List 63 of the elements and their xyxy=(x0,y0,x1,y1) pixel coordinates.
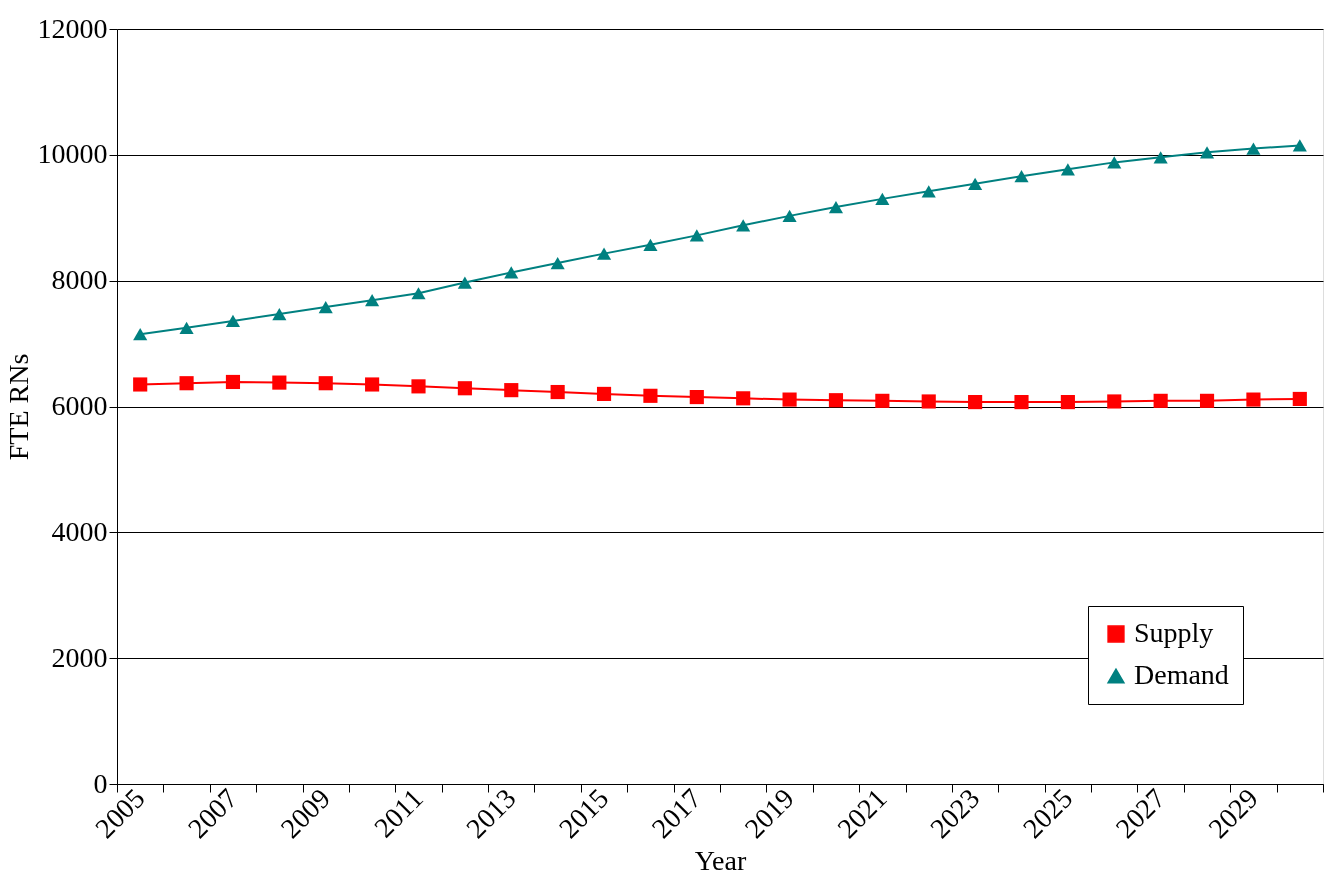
point xyxy=(643,388,658,403)
point xyxy=(133,328,148,341)
point xyxy=(550,256,565,270)
point xyxy=(1014,170,1029,183)
point xyxy=(1153,393,1168,408)
point xyxy=(828,393,844,408)
point xyxy=(318,300,333,314)
x-tick-label: 2011 xyxy=(368,782,429,844)
point xyxy=(689,229,704,242)
point xyxy=(921,185,936,198)
point xyxy=(550,384,565,400)
point xyxy=(504,266,519,279)
point xyxy=(1292,139,1307,152)
x-axis-title: Year xyxy=(694,845,747,876)
point xyxy=(457,276,472,289)
point xyxy=(921,394,936,409)
point xyxy=(1060,395,1075,410)
y-tick-label: 8000 xyxy=(51,264,108,296)
point xyxy=(1107,394,1122,409)
point xyxy=(596,247,612,260)
point xyxy=(411,379,426,394)
y-tick-label: 4000 xyxy=(51,515,108,547)
point xyxy=(1107,156,1122,169)
y-axis-title: FTE RNs xyxy=(2,353,34,461)
point xyxy=(457,381,472,396)
point xyxy=(1292,391,1307,407)
point xyxy=(365,294,380,307)
point xyxy=(318,376,333,391)
point xyxy=(782,209,797,222)
point xyxy=(689,389,704,405)
point xyxy=(133,377,148,392)
point xyxy=(1060,163,1075,176)
point xyxy=(1153,151,1168,164)
point xyxy=(1246,392,1261,407)
y-tick-label: 2000 xyxy=(51,641,108,673)
point xyxy=(968,395,983,410)
y-tick-label: 6000 xyxy=(51,390,108,421)
point xyxy=(643,238,658,251)
y-tick-label: 10000 xyxy=(37,138,108,170)
point xyxy=(968,177,983,190)
point xyxy=(225,374,241,390)
point xyxy=(504,383,519,398)
point xyxy=(411,287,426,300)
point xyxy=(1199,146,1215,159)
point xyxy=(782,392,797,407)
point xyxy=(828,200,844,214)
point xyxy=(736,391,751,406)
point xyxy=(875,393,890,408)
point xyxy=(225,314,241,328)
point xyxy=(596,386,612,401)
legend-label: Demand xyxy=(1134,659,1229,690)
point xyxy=(875,192,890,205)
point xyxy=(365,377,380,392)
point xyxy=(1199,393,1215,408)
point xyxy=(272,307,287,321)
point xyxy=(272,375,287,390)
point xyxy=(179,321,194,334)
point xyxy=(1014,395,1029,410)
legend-label: Supply xyxy=(1134,617,1214,648)
point xyxy=(736,219,751,232)
point xyxy=(1246,142,1261,155)
point xyxy=(179,376,194,391)
y-tick-label: 12000 xyxy=(37,12,108,44)
